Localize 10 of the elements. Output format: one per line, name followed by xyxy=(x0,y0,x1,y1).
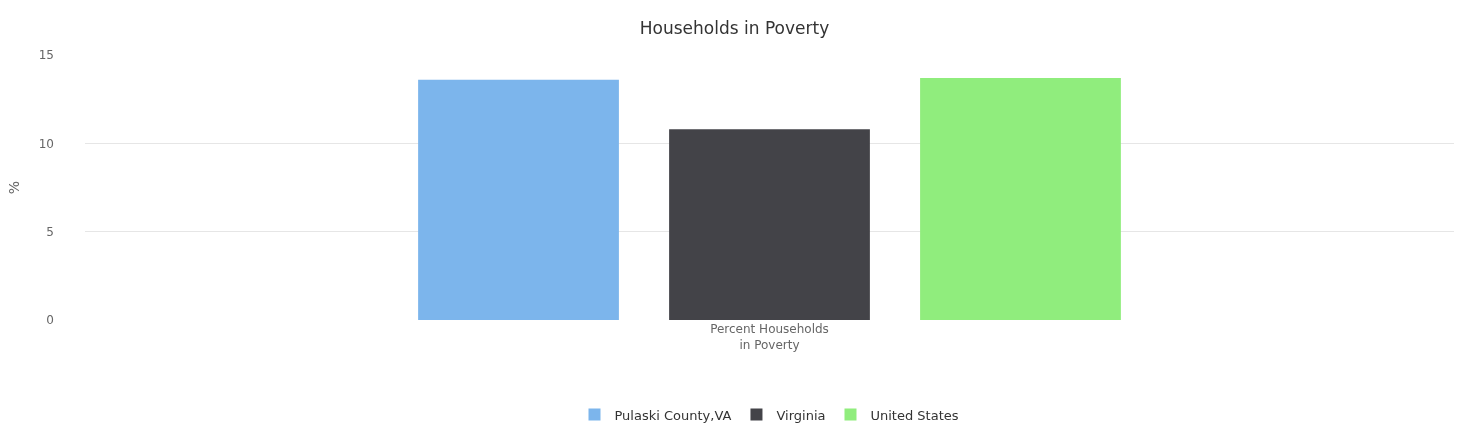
legend-label: Virginia xyxy=(776,407,826,423)
y-tick-label: 0 xyxy=(46,313,54,328)
legend-label: United States xyxy=(870,407,959,423)
y-axis-title: % xyxy=(6,180,23,195)
y-tick-label: 10 xyxy=(38,136,54,151)
y-tick-label: 5 xyxy=(46,224,54,239)
legend-label: Pulaski County,VA xyxy=(614,407,732,423)
chart-title: Households in Poverty xyxy=(639,18,830,38)
y-tick-label: 15 xyxy=(38,48,54,63)
x-tick-label: Percent Households in Poverty xyxy=(710,322,829,352)
